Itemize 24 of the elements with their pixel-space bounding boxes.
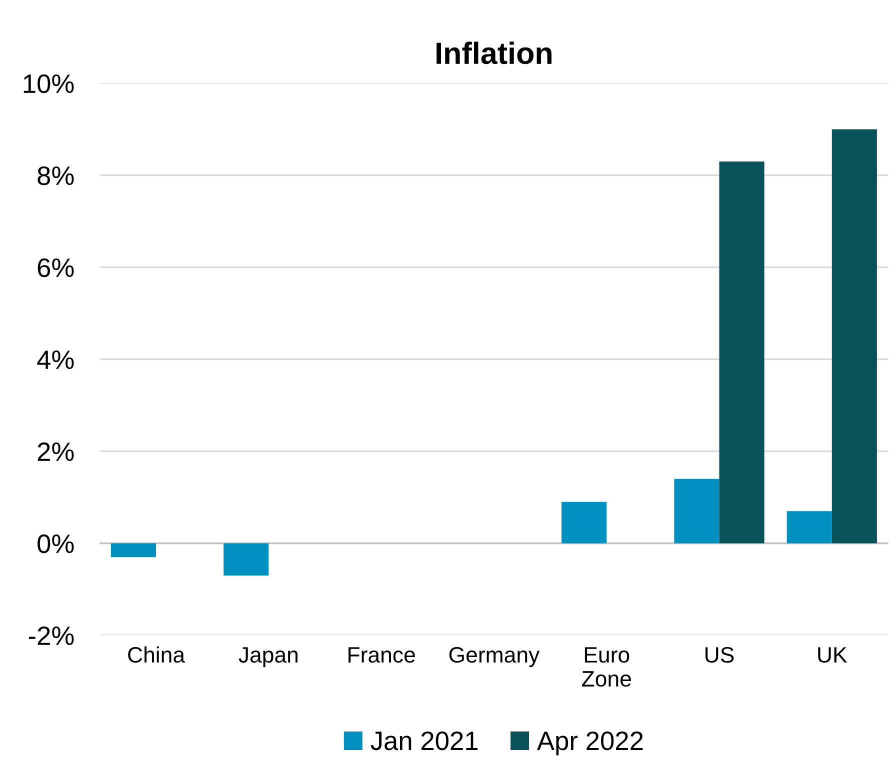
bar xyxy=(110,543,156,558)
legend-label: Apr 2022 xyxy=(536,732,643,756)
legend-label: Jan 2021 xyxy=(370,732,478,750)
y-tick-label: -2% xyxy=(28,626,74,646)
bar xyxy=(562,502,607,544)
chart-title: Inflation xyxy=(436,42,552,64)
x-tick-label: Japan xyxy=(238,647,298,668)
y-tick-label: 0% xyxy=(38,534,74,554)
bar xyxy=(832,129,877,544)
x-tick-label: UK xyxy=(818,647,848,663)
x-tick-label: France xyxy=(348,647,415,663)
bar xyxy=(719,161,764,544)
bar xyxy=(786,511,832,544)
bar xyxy=(674,478,720,544)
x-tick-label: US xyxy=(706,647,734,663)
y-tick-label: 8% xyxy=(38,166,74,186)
y-tick-label: 4% xyxy=(37,350,74,370)
bar xyxy=(224,543,269,576)
x-tick-label: Euro Zone xyxy=(582,647,631,687)
x-tick-label: Germany xyxy=(449,647,540,668)
y-tick-label: 10% xyxy=(24,74,74,94)
y-tick-label: 6% xyxy=(38,258,74,278)
y-tick-label: 2% xyxy=(38,442,74,462)
x-tick-label: China xyxy=(128,646,186,663)
